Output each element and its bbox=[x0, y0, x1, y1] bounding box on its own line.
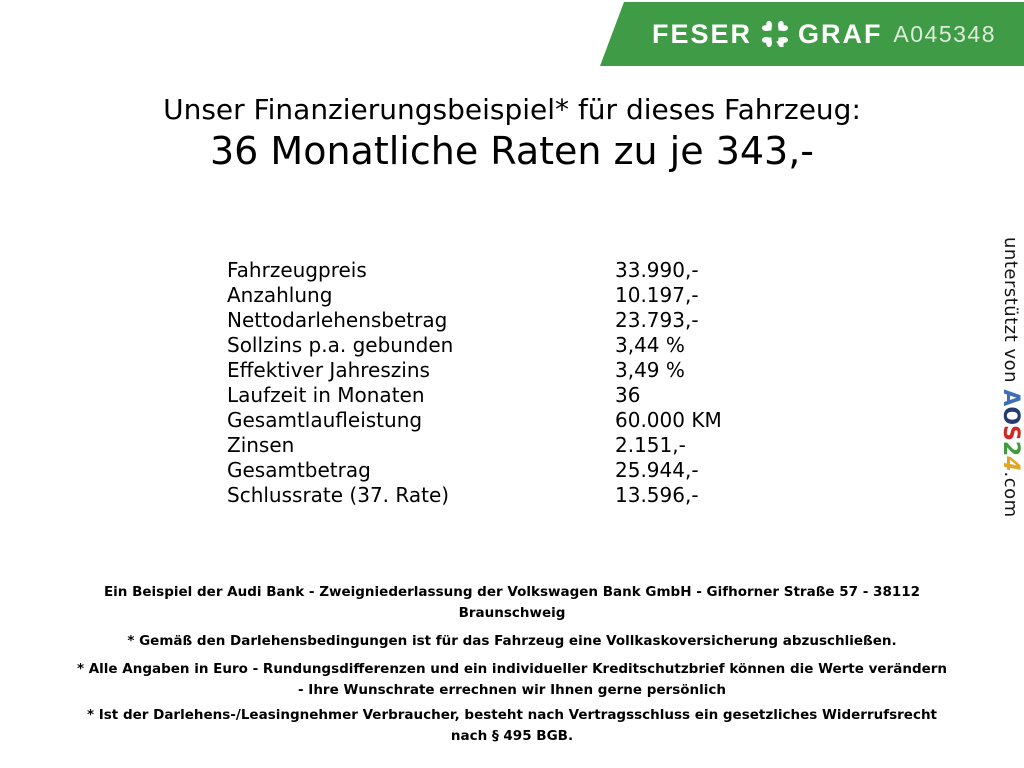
support-suffix: .com bbox=[1000, 471, 1021, 518]
table-row: Laufzeit in Monaten 36 bbox=[227, 383, 722, 408]
row-label: Gesamtlaufleistung bbox=[227, 408, 423, 432]
four-leaf-clover-icon bbox=[760, 19, 790, 49]
row-value: 3,44 % bbox=[615, 333, 685, 357]
row-label: Sollzins p.a. gebunden bbox=[227, 333, 454, 357]
footer-line: - Ihre Wunschrate errechnen wir Ihnen ge… bbox=[298, 682, 726, 698]
aos24-logo-letter-o: O bbox=[998, 406, 1023, 426]
legal-footer: Ein Beispiel der Audi Bank - Zweignieder… bbox=[0, 582, 1024, 754]
table-row: Schlussrate (37. Rate) 13.596,- bbox=[227, 483, 722, 508]
row-value: 23.793,- bbox=[615, 308, 699, 332]
table-row: Nettodarlehensbetrag 23.793,- bbox=[227, 308, 722, 333]
aos24-logo-letter-2: 2 bbox=[998, 440, 1023, 457]
headline-intro: Unser Finanzierungsbeispiel* für dieses … bbox=[163, 93, 861, 126]
footer-widerruf-paragraph: * Ist der Darlehens-/Leasingnehmer Verbr… bbox=[0, 705, 1024, 747]
table-row: Gesamtbetrag 25.944,- bbox=[227, 458, 722, 483]
footer-bank-paragraph: Ein Beispiel der Audi Bank - Zweignieder… bbox=[0, 582, 1024, 624]
row-label: Laufzeit in Monaten bbox=[227, 383, 425, 407]
table-row: Gesamtlaufleistung 60.000 KM bbox=[227, 408, 722, 433]
table-row: Fahrzeugpreis 33.990,- bbox=[227, 258, 722, 283]
footer-line: Ein Beispiel der Audi Bank - Zweignieder… bbox=[103, 584, 921, 600]
table-row: Anzahlung 10.197,- bbox=[227, 283, 722, 308]
support-prefix: unterstützt von bbox=[1000, 237, 1021, 390]
row-label: Anzahlung bbox=[227, 283, 333, 307]
dealer-logo-left: FESER bbox=[652, 18, 753, 49]
row-value: 13.596,- bbox=[615, 483, 699, 507]
row-label: Nettodarlehensbetrag bbox=[227, 308, 448, 332]
aos24-logo-letter-s: S bbox=[998, 425, 1023, 441]
row-label: Zinsen bbox=[227, 433, 295, 457]
row-value: 3,49 % bbox=[615, 358, 685, 382]
row-value: 25.944,- bbox=[615, 458, 699, 482]
footer-angaben-paragraph: * Alle Angaben in Euro - Rundungsdiffere… bbox=[0, 659, 1024, 701]
dealer-logo: FESER GRAF bbox=[652, 19, 883, 50]
table-row: Zinsen 2.151,- bbox=[227, 433, 722, 458]
support-sidebar: unterstützt von AOS24.com bbox=[998, 237, 1023, 537]
aos24-logo-letter-a: A bbox=[998, 389, 1023, 407]
row-value: 33.990,- bbox=[615, 258, 699, 282]
row-label: Schlussrate (37. Rate) bbox=[227, 483, 450, 507]
header-banner: FESER GRAF A045348 bbox=[600, 2, 1024, 66]
headline-rate: 36 Monatliche Raten zu je 343,- bbox=[209, 129, 815, 173]
row-value: 2.151,- bbox=[615, 433, 686, 457]
vehicle-id: A045348 bbox=[893, 20, 996, 47]
dealer-logo-right: GRAF bbox=[798, 18, 883, 49]
footer-line: nach § 495 BGB. bbox=[450, 728, 574, 744]
row-value: 36 bbox=[615, 383, 641, 407]
headline-block: Unser Finanzierungsbeispiel* für dieses … bbox=[0, 92, 1024, 173]
footer-vollkasko-paragraph: * Gemäß den Darlehensbedingungen ist für… bbox=[0, 631, 1024, 652]
footer-line: Braunschweig bbox=[458, 605, 566, 621]
footer-line: * Ist der Darlehens-/Leasingnehmer Verbr… bbox=[86, 707, 938, 723]
financing-table: Fahrzeugpreis 33.990,- Anzahlung 10.197,… bbox=[227, 258, 722, 508]
row-value: 10.197,- bbox=[615, 283, 699, 307]
footer-line: * Alle Angaben in Euro - Rundungsdiffere… bbox=[76, 661, 948, 677]
row-label: Fahrzeugpreis bbox=[227, 258, 367, 282]
aos24-logo-letter-4: 4 bbox=[998, 456, 1023, 472]
row-label: Gesamtbetrag bbox=[227, 458, 371, 482]
table-row: Effektiver Jahreszins 3,49 % bbox=[227, 358, 722, 383]
table-row: Sollzins p.a. gebunden 3,44 % bbox=[227, 333, 722, 358]
footer-line: * Gemäß den Darlehensbedingungen ist für… bbox=[127, 633, 897, 649]
row-value: 60.000 KM bbox=[615, 408, 722, 432]
row-label: Effektiver Jahreszins bbox=[227, 358, 430, 382]
